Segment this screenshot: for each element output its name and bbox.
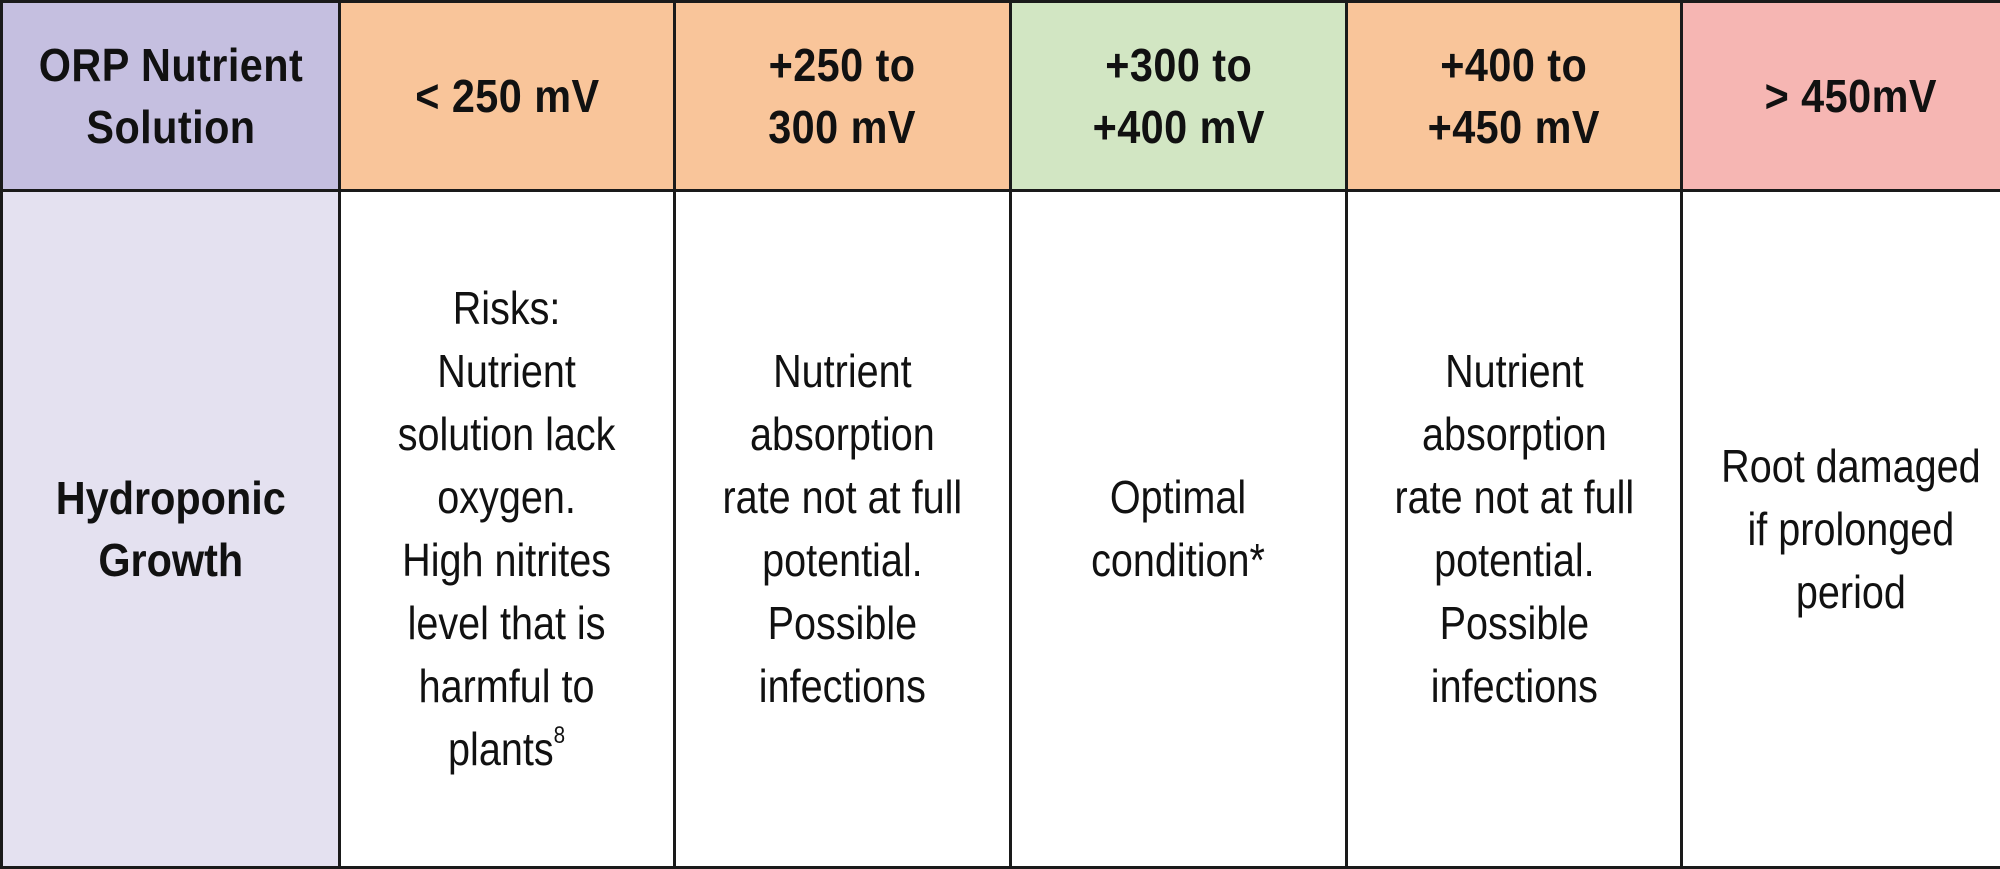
range-label: +250 to 300 mV xyxy=(768,39,917,153)
header-range-cell-5: > 450mV xyxy=(1683,3,2000,189)
header-range-cell-1: < 250 mV xyxy=(341,3,673,189)
range-label: +400 to +450 mV xyxy=(1427,39,1601,153)
description-cell-4: Nutrient absorption rate not at full pot… xyxy=(1348,192,1680,866)
description-text: Nutrient absorption rate not at full pot… xyxy=(1394,345,1634,712)
description-cell-2: Nutrient absorption rate not at full pot… xyxy=(676,192,1009,866)
description-text: Root damaged if prolonged period xyxy=(1720,439,1981,618)
header-range-cell-2: +250 to 300 mV xyxy=(676,3,1009,189)
header-label-text: ORP Nutrient Solution xyxy=(38,39,303,153)
header-range-cell-4: +400 to +450 mV xyxy=(1348,3,1680,189)
range-label: < 250 mV xyxy=(414,70,600,122)
description-main: Risks: Nutrient solution lack oxygen. Hi… xyxy=(398,282,616,775)
description-cell-1: Risks: Nutrient solution lack oxygen. Hi… xyxy=(341,192,673,866)
row-label-text: Hydroponic Growth xyxy=(55,472,286,586)
footnote-marker: 8 xyxy=(554,722,566,749)
description-text: Optimal condition* xyxy=(1091,471,1266,586)
description-cell-3: Optimal condition* xyxy=(1012,192,1345,866)
description-text: Risks: Nutrient solution lack oxygen. Hi… xyxy=(398,277,616,781)
description-text: Nutrient absorption rate not at full pot… xyxy=(722,345,963,712)
header-label-cell: ORP Nutrient Solution xyxy=(3,3,338,189)
range-label: +300 to +400 mV xyxy=(1092,39,1265,153)
range-label: > 450mV xyxy=(1764,70,1937,122)
description-cell-5: Root damaged if prolonged period xyxy=(1683,192,2000,866)
header-range-cell-3: +300 to +400 mV xyxy=(1012,3,1345,189)
row-label-cell: Hydroponic Growth xyxy=(3,192,338,866)
